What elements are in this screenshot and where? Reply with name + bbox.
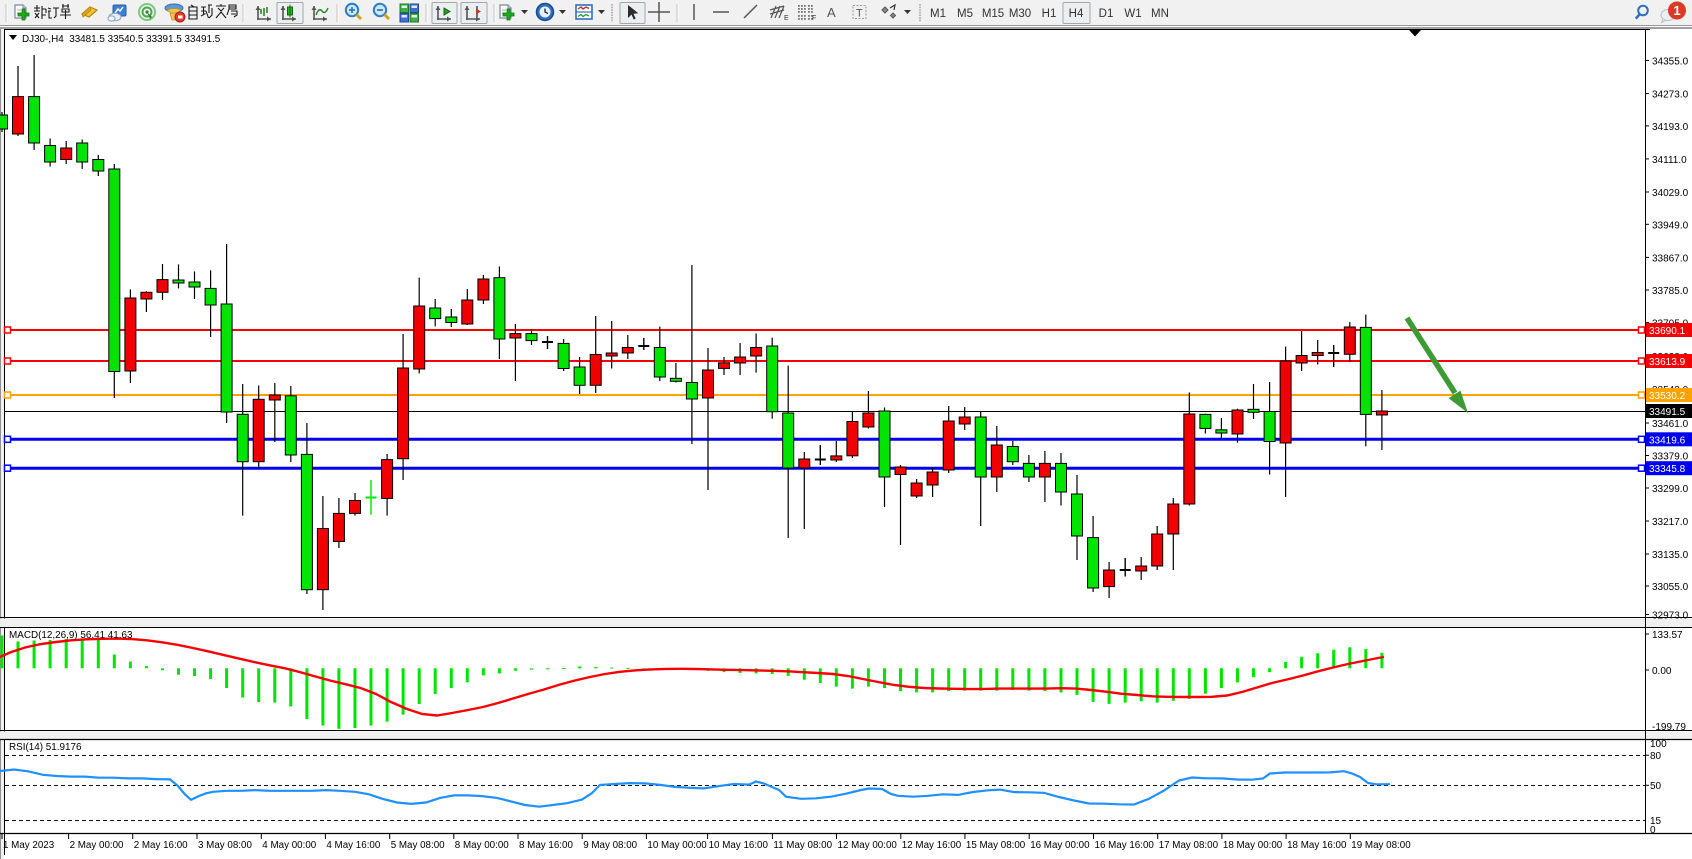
svg-text:11 May 08:00: 11 May 08:00 <box>773 840 832 851</box>
svg-text:33299.0: 33299.0 <box>1652 484 1689 495</box>
svg-text:18 May 00:00: 18 May 00:00 <box>1223 840 1283 851</box>
svg-text:33613.9: 33613.9 <box>1649 357 1686 368</box>
svg-text:MN: MN <box>1151 8 1169 20</box>
svg-text:33217.0: 33217.0 <box>1652 517 1689 528</box>
svg-text:9 May 08:00: 9 May 08:00 <box>583 840 637 851</box>
svg-text:33530.2: 33530.2 <box>1649 391 1686 402</box>
svg-text:34111.0: 34111.0 <box>1652 155 1687 166</box>
svg-text:32973.0: 32973.0 <box>1652 611 1689 622</box>
svg-text:34355.0: 34355.0 <box>1652 57 1689 68</box>
svg-text:17 May 08:00: 17 May 08:00 <box>1159 840 1219 851</box>
svg-text:-199.79: -199.79 <box>1652 722 1686 733</box>
svg-text:1 May 2023: 1 May 2023 <box>3 840 55 851</box>
svg-text:15 May 08:00: 15 May 08:00 <box>966 840 1026 851</box>
svg-text:1: 1 <box>1673 3 1680 18</box>
svg-text:M5: M5 <box>957 8 973 20</box>
svg-text:34029.0: 34029.0 <box>1652 188 1689 199</box>
svg-text:33690.1: 33690.1 <box>1649 326 1686 337</box>
svg-text:8 May 00:00: 8 May 00:00 <box>455 840 509 851</box>
svg-text:12 May 16:00: 12 May 16:00 <box>902 840 962 851</box>
svg-text:F: F <box>812 15 816 22</box>
svg-text:33055.0: 33055.0 <box>1652 582 1689 593</box>
svg-text:33949.0: 33949.0 <box>1652 220 1689 231</box>
svg-text:12 May 00:00: 12 May 00:00 <box>838 840 898 851</box>
svg-text:W1: W1 <box>1124 8 1141 20</box>
svg-text:18 May 16:00: 18 May 16:00 <box>1287 840 1347 851</box>
svg-text:DJ30-,H4 33481.5 33540.5 3339: DJ30-,H4 33481.5 33540.5 33391.5 33491.5 <box>22 34 221 45</box>
svg-text:33345.8: 33345.8 <box>1649 464 1686 475</box>
svg-text:15: 15 <box>1650 816 1662 827</box>
svg-text:80: 80 <box>1650 751 1662 762</box>
svg-text:H4: H4 <box>1069 8 1084 20</box>
svg-text:2 May 16:00: 2 May 16:00 <box>134 840 188 851</box>
svg-text:133.57: 133.57 <box>1652 630 1683 641</box>
svg-text:4 May 16:00: 4 May 16:00 <box>326 840 380 851</box>
svg-text:M30: M30 <box>1009 8 1031 20</box>
svg-text:0: 0 <box>1650 825 1656 836</box>
svg-text:2 May 00:00: 2 May 00:00 <box>70 840 124 851</box>
svg-text:50: 50 <box>1650 781 1662 792</box>
svg-text:33135.0: 33135.0 <box>1652 550 1689 561</box>
svg-text:33867.0: 33867.0 <box>1652 253 1689 264</box>
svg-text:33379.0: 33379.0 <box>1652 452 1689 463</box>
svg-text:D1: D1 <box>1099 8 1114 20</box>
svg-text:3 May 08:00: 3 May 08:00 <box>198 840 252 851</box>
svg-text:34273.0: 34273.0 <box>1652 90 1689 101</box>
svg-text:16 May 16:00: 16 May 16:00 <box>1095 840 1155 851</box>
svg-text:33461.0: 33461.0 <box>1652 419 1689 430</box>
svg-text:4 May 00:00: 4 May 00:00 <box>262 840 316 851</box>
svg-text:33491.5: 33491.5 <box>1649 407 1686 418</box>
svg-text:M15: M15 <box>982 8 1004 20</box>
svg-text:A: A <box>827 5 836 20</box>
svg-text:100: 100 <box>1650 739 1667 750</box>
svg-text:10 May 16:00: 10 May 16:00 <box>709 840 769 851</box>
svg-text:16 May 00:00: 16 May 00:00 <box>1030 840 1090 851</box>
svg-text:RSI(14) 51.9176: RSI(14) 51.9176 <box>9 742 82 753</box>
svg-text:MACD(12,26,9) 56.41 41.63: MACD(12,26,9) 56.41 41.63 <box>9 630 133 641</box>
svg-text:E: E <box>784 15 789 22</box>
svg-text:33419.6: 33419.6 <box>1649 435 1686 446</box>
svg-text:34193.0: 34193.0 <box>1652 122 1689 133</box>
svg-text:T: T <box>856 8 863 20</box>
svg-text:33785.0: 33785.0 <box>1652 286 1689 297</box>
svg-text:5 May 08:00: 5 May 08:00 <box>391 840 445 851</box>
svg-text:10 May 00:00: 10 May 00:00 <box>647 840 707 851</box>
svg-text:19 May 08:00: 19 May 08:00 <box>1351 840 1411 851</box>
svg-text:M1: M1 <box>930 8 946 20</box>
svg-text:8 May 16:00: 8 May 16:00 <box>519 840 573 851</box>
svg-text:0.00: 0.00 <box>1652 666 1672 677</box>
svg-text:H1: H1 <box>1042 8 1057 20</box>
